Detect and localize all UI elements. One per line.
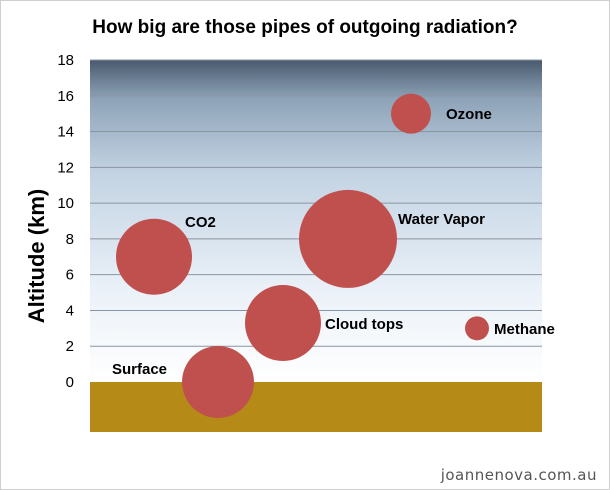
y-tick-label: 4 [66, 302, 74, 319]
bubble-ozone [391, 93, 431, 134]
label-methane: Methane [494, 321, 555, 338]
label-co2: CO2 [185, 214, 216, 231]
y-tick-label: 16 [57, 88, 74, 105]
y-tick-label: 10 [57, 195, 74, 212]
label-surface: Surface [112, 361, 167, 378]
bubble-labels: Surface CO2 Cloud tops Water Vapor Ozone Meth… [112, 106, 555, 378]
bubble-cloud-tops [245, 284, 321, 361]
bubble-methane [465, 316, 489, 341]
label-ozone: Ozone [446, 106, 492, 123]
label-cloud-tops: Cloud tops [325, 316, 403, 333]
ground-band [90, 382, 542, 432]
y-tick-labels: 0 2 4 6 8 10 12 14 16 18 [57, 52, 74, 391]
y-axis-label: Altitude (km) [24, 189, 49, 323]
credit-text: joannenova.com.au [440, 466, 597, 484]
bubble-surface [182, 346, 254, 418]
y-tick-label: 14 [57, 124, 74, 141]
y-tick-label: 6 [66, 267, 74, 284]
y-tick-label: 0 [66, 374, 74, 391]
bubbles [116, 93, 489, 418]
label-water-vapor: Water Vapor [398, 211, 485, 228]
bubble-water-vapor [299, 189, 397, 288]
y-tick-label: 8 [66, 231, 74, 248]
bubble-co2 [116, 218, 192, 295]
y-tick-label: 2 [66, 338, 74, 355]
chart-title: How big are those pipes of outgoing radi… [92, 17, 517, 38]
y-tick-label: 18 [57, 52, 74, 69]
y-tick-label: 12 [57, 159, 74, 176]
